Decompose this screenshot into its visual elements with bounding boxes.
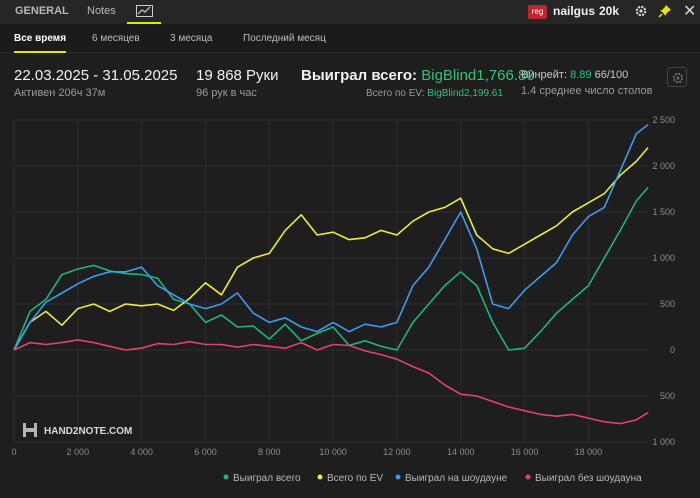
chart-series bbox=[13, 123, 649, 425]
hands-per-hour: 96 рук в час bbox=[196, 87, 257, 99]
x-tick-label: 16 000 bbox=[511, 447, 539, 457]
watermark: HAND2NOTE.COM bbox=[23, 423, 132, 437]
chart-settings-button[interactable] bbox=[667, 67, 687, 87]
legend-marker bbox=[395, 474, 401, 480]
y-tick-label: 500 bbox=[660, 391, 675, 401]
x-tick-label: 2 000 bbox=[67, 447, 90, 457]
winrate-value: 8.89 bbox=[570, 69, 592, 81]
winrate-sample: 66/100 bbox=[594, 69, 629, 81]
chart-legend: Выиграл всего Всего по EV Выиграл на шоуда… bbox=[223, 472, 642, 484]
x-tick-label: 18 000 bbox=[575, 447, 603, 457]
date-range: 22.03.2025 - 31.05.2025 bbox=[14, 67, 178, 84]
legend-marker bbox=[317, 474, 323, 480]
profit-chart: 2 500 2 000 1 500 1 000 500 0 500 1 000 0 2 000 4… bbox=[11, 115, 675, 484]
y-tick-label: 1 500 bbox=[652, 207, 675, 217]
x-tick-label: 0 bbox=[11, 447, 16, 457]
active-time: Активен 206ч 37м bbox=[14, 87, 106, 99]
tab-notes[interactable]: Notes bbox=[87, 5, 116, 17]
total-won-value: BigBlind1,766.80 bbox=[421, 67, 535, 84]
tab-general[interactable]: GENERAL bbox=[15, 5, 69, 17]
legend-marker bbox=[223, 474, 229, 480]
series-line-3 bbox=[13, 339, 649, 425]
gear-icon bbox=[672, 72, 684, 84]
x-tick-label: 14 000 bbox=[447, 447, 475, 457]
avg-tables: 1.4 среднее число столов bbox=[521, 85, 653, 97]
total-ev: Всего по EV: BigBlind2,199.61 bbox=[366, 88, 503, 99]
line-chart-icon bbox=[136, 5, 153, 17]
series-line-0 bbox=[13, 186, 649, 351]
y-tick-label: 0 bbox=[670, 345, 675, 355]
total-ev-label: Всего по EV: bbox=[366, 88, 425, 99]
x-axis-labels: 0 2 000 4 000 6 000 8 000 10 000 12 000 14 000 1… bbox=[11, 447, 602, 457]
y-tick-label: 500 bbox=[660, 299, 675, 309]
winrate: Винрейт: 8.89 66/100 bbox=[521, 69, 628, 81]
legend-label: Выиграл на шоудауне bbox=[405, 473, 508, 484]
site-badge: reg bbox=[528, 5, 547, 19]
stats-header: 22.03.2025 - 31.05.2025 Активен 206ч 37м… bbox=[0, 54, 700, 110]
pin-icon[interactable] bbox=[658, 4, 672, 23]
chart-grid bbox=[13, 119, 648, 443]
period-selector: Все время 6 месяцев 3 месяца Последний м… bbox=[0, 24, 700, 53]
legend-label: Выиграл без шоудауна bbox=[535, 472, 642, 484]
hands-count: 19 868 Руки bbox=[196, 67, 279, 84]
series-line-2 bbox=[13, 123, 649, 351]
series-line-1 bbox=[13, 147, 649, 351]
x-tick-label: 6 000 bbox=[194, 447, 217, 457]
close-icon[interactable]: ✕ bbox=[683, 3, 697, 20]
period-3-months[interactable]: 3 месяца bbox=[170, 33, 213, 44]
total-ev-value: BigBlind2,199.61 bbox=[427, 88, 503, 99]
y-axis-labels: 2 500 2 000 1 500 1 000 500 0 500 1 000 bbox=[652, 115, 675, 447]
total-won: Выиграл всего: BigBlind1,766.80 bbox=[301, 67, 535, 84]
legend-label: Выиграл всего bbox=[233, 473, 301, 484]
total-won-label: Выиграл всего: bbox=[301, 67, 418, 84]
watermark-text: HAND2NOTE.COM bbox=[44, 426, 132, 437]
limit-label: 20k bbox=[599, 4, 620, 18]
y-tick-label: 1 000 bbox=[652, 437, 675, 447]
winrate-label: Винрейт: bbox=[521, 69, 568, 81]
period-6-months[interactable]: 6 месяцев bbox=[92, 33, 140, 44]
x-tick-label: 10 000 bbox=[319, 447, 347, 457]
legend-marker bbox=[525, 474, 531, 480]
tab-graph[interactable] bbox=[127, 0, 161, 24]
x-tick-label: 8 000 bbox=[258, 447, 281, 457]
x-tick-label: 4 000 bbox=[130, 447, 153, 457]
x-tick-label: 12 000 bbox=[383, 447, 411, 457]
period-last-month[interactable]: Последний месяц bbox=[243, 33, 326, 44]
legend-label: Всего по EV bbox=[327, 473, 383, 484]
y-tick-label: 2 500 bbox=[652, 115, 675, 125]
player-nickname: nailgus bbox=[553, 4, 596, 18]
top-bar: GENERAL Notes reg nailgus 20k ✕ bbox=[0, 0, 700, 24]
period-all-time[interactable]: Все время bbox=[14, 24, 67, 53]
y-tick-label: 2 000 bbox=[652, 161, 675, 171]
y-tick-label: 1 000 bbox=[652, 253, 675, 263]
gear-icon[interactable] bbox=[634, 4, 648, 23]
